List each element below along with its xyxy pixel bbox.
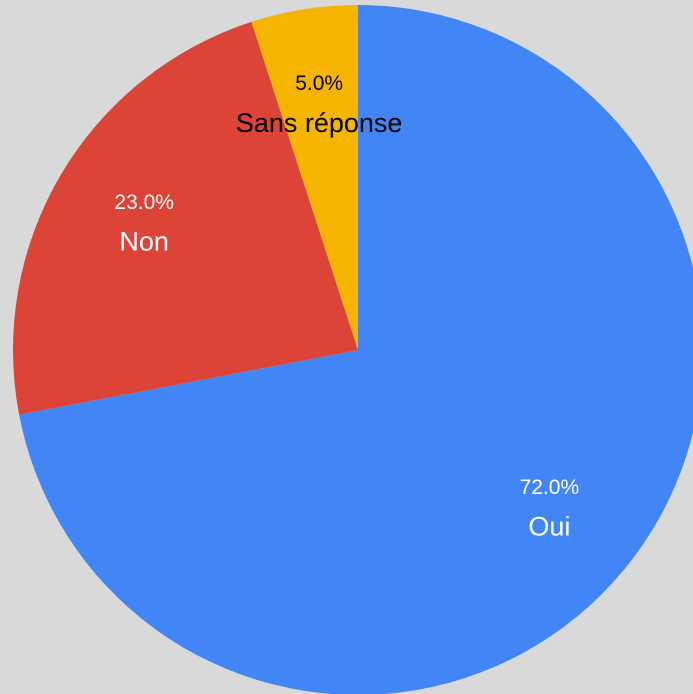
slice-category-label: Oui <box>528 511 570 541</box>
slice-category-label: Sans réponse <box>236 108 403 138</box>
pie-slice <box>19 5 693 694</box>
pie-slice <box>12 21 358 415</box>
slice-value-label: 72.0% <box>520 476 580 499</box>
slice-value-label: 23.0% <box>114 191 174 214</box>
slice-category-label: Non <box>119 227 169 257</box>
pie-slice <box>251 5 358 350</box>
slice-value-label: 5.0% <box>295 72 343 95</box>
